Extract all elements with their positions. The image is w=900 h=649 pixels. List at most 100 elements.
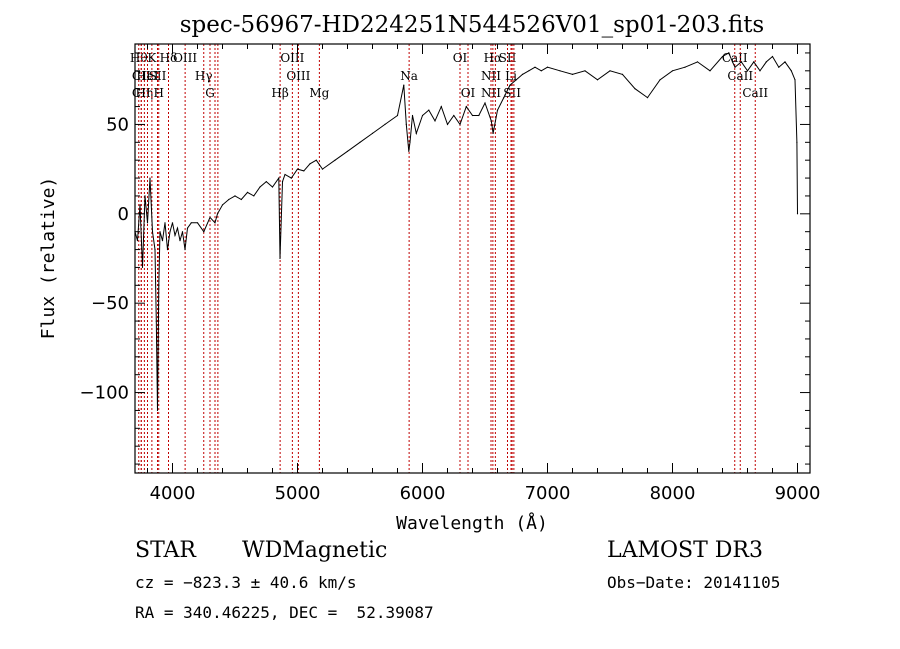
data-point bbox=[141, 266, 144, 268]
data-point bbox=[309, 163, 311, 165]
x-tick-label: 8000 bbox=[650, 483, 696, 504]
data-point bbox=[621, 73, 624, 75]
data-point bbox=[216, 213, 219, 215]
data-point bbox=[759, 70, 761, 72]
data-point bbox=[321, 168, 324, 170]
data-point bbox=[303, 170, 305, 172]
data-point bbox=[405, 123, 407, 125]
data-point bbox=[179, 240, 181, 242]
data-point bbox=[411, 114, 414, 117]
line-marker-label: Hγ bbox=[195, 69, 213, 83]
data-point bbox=[156, 409, 159, 411]
y-tick-label: −100 bbox=[80, 383, 129, 404]
data-point bbox=[796, 213, 799, 215]
data-point bbox=[371, 132, 374, 134]
data-point bbox=[709, 70, 711, 72]
y-tick-label: −50 bbox=[91, 293, 129, 314]
data-point bbox=[571, 73, 574, 75]
data-point bbox=[492, 132, 494, 134]
data-point bbox=[409, 141, 411, 143]
y-axis-label: Flux (relative) bbox=[38, 177, 59, 340]
data-point bbox=[164, 222, 166, 224]
data-point bbox=[778, 66, 780, 68]
data-point bbox=[684, 66, 686, 68]
line-marker-label: SII bbox=[149, 69, 167, 83]
line-marker-label: OI bbox=[453, 51, 468, 65]
data-point bbox=[784, 61, 786, 63]
data-point bbox=[271, 186, 274, 188]
data-point bbox=[171, 222, 174, 224]
data-point bbox=[184, 249, 186, 251]
data-point bbox=[794, 79, 796, 81]
data-point bbox=[484, 102, 486, 104]
data-point bbox=[659, 79, 661, 81]
data-point bbox=[721, 55, 724, 58]
x-tick-label: 5000 bbox=[275, 483, 321, 504]
data-point bbox=[765, 61, 767, 63]
data-point bbox=[284, 173, 286, 176]
data-point bbox=[234, 195, 236, 197]
line-marker-label: CaII bbox=[722, 51, 748, 65]
data-point bbox=[728, 52, 730, 54]
line-marker-label: CaII bbox=[742, 86, 768, 100]
data-point bbox=[471, 114, 474, 117]
data-point bbox=[671, 70, 674, 72]
observation-date: Obs−Date: 20141105 bbox=[607, 573, 781, 592]
data-point bbox=[515, 79, 517, 81]
data-point bbox=[753, 61, 755, 63]
line-marker-label: Hα bbox=[484, 51, 503, 65]
plot-frame bbox=[134, 43, 811, 474]
data-point bbox=[459, 123, 461, 125]
line-marker-label: OI bbox=[461, 86, 476, 100]
data-point bbox=[478, 114, 480, 117]
data-point bbox=[181, 231, 184, 233]
data-point bbox=[221, 204, 224, 206]
data-point bbox=[228, 198, 230, 201]
data-point bbox=[634, 88, 636, 90]
data-point bbox=[290, 177, 292, 179]
data-point bbox=[209, 216, 211, 218]
data-point bbox=[384, 123, 386, 125]
data-point bbox=[296, 168, 299, 170]
data-point bbox=[281, 181, 284, 183]
data-point bbox=[731, 61, 734, 63]
y-tick-label: 50 bbox=[106, 114, 129, 135]
data-point bbox=[159, 231, 161, 233]
x-axis-label: Wavelength (Å) bbox=[396, 512, 548, 534]
data-point bbox=[428, 109, 430, 111]
data-point bbox=[453, 114, 455, 117]
data-point bbox=[346, 150, 349, 152]
data-point bbox=[315, 159, 317, 161]
line-marker-label: G bbox=[205, 86, 215, 100]
data-point bbox=[496, 109, 499, 111]
data-point bbox=[559, 70, 561, 72]
data-point bbox=[176, 227, 179, 229]
line-marker-label: NII bbox=[481, 86, 501, 100]
data-point bbox=[246, 191, 249, 193]
data-point bbox=[734, 66, 736, 68]
line-marker-label: HeI bbox=[136, 69, 159, 83]
data-point bbox=[503, 97, 505, 99]
data-point bbox=[151, 231, 154, 233]
data-point bbox=[186, 227, 189, 229]
data-point bbox=[253, 195, 255, 197]
data-point bbox=[174, 234, 176, 236]
data-point bbox=[584, 70, 586, 72]
data-point bbox=[446, 123, 449, 125]
data-point bbox=[259, 186, 261, 188]
line-marker-label: CII bbox=[132, 86, 151, 100]
data-point bbox=[155, 320, 157, 322]
x-tick-label: 4000 bbox=[150, 483, 196, 504]
line-marker-label: OIII bbox=[286, 69, 310, 83]
redshift-readout: cz = −823.3 ± 40.6 km/s bbox=[135, 573, 357, 592]
data-point bbox=[609, 70, 611, 72]
line-marker-label: Li bbox=[505, 69, 517, 83]
data-point bbox=[396, 114, 399, 117]
data-point bbox=[408, 150, 410, 152]
data-point bbox=[136, 240, 139, 242]
survey-name: LAMOST DR3 bbox=[607, 538, 763, 563]
data-point bbox=[196, 222, 199, 224]
data-point bbox=[528, 70, 530, 72]
line-marker-label: Na bbox=[400, 69, 418, 83]
